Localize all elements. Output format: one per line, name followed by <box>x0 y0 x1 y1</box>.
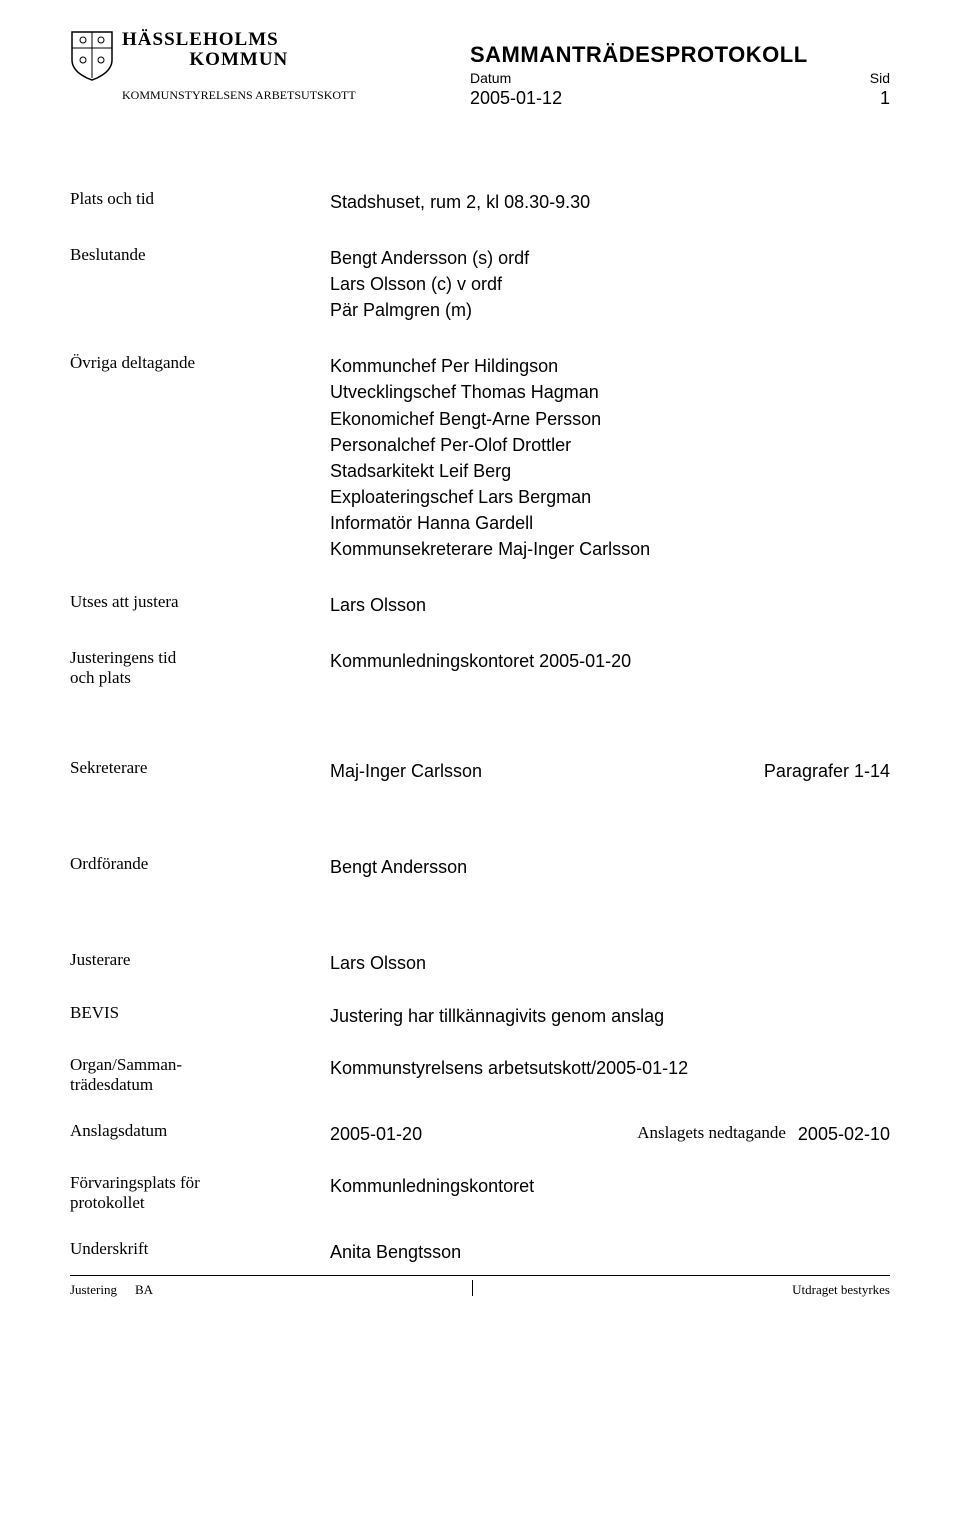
utses-label: Utses att justera <box>70 592 330 612</box>
org-title-block: HÄSSLEHOLMS KOMMUN KOMMUNSTYRELSENS ARBE… <box>122 30 356 103</box>
header-right: SAMMANTRÄDESPROTOKOLL Datum Sid 2005-01-… <box>470 30 890 109</box>
justeringstid-value: Kommunledningskontoret 2005-01-20 <box>330 648 631 674</box>
underskrift-value: Anita Bengtsson <box>330 1239 461 1265</box>
justeringstid-label: Justeringens tid och plats <box>70 648 330 688</box>
anslag-values: 2005-01-20 Anslagets nedtagande 2005-02-… <box>330 1121 890 1147</box>
ovriga-value: Kommunchef Per Hildingson Utvecklingsche… <box>330 353 650 562</box>
nedtagande-value: 2005-02-10 <box>798 1121 890 1147</box>
footer-justering-initials: BA <box>135 1282 153 1298</box>
datum-value: 2005-01-12 <box>470 88 562 109</box>
row-ovriga: Övriga deltagande Kommunchef Per Hilding… <box>70 353 890 562</box>
document-header: HÄSSLEHOLMS KOMMUN KOMMUNSTYRELSENS ARBE… <box>70 30 890 109</box>
footer-justering-label: Justering <box>70 1282 117 1298</box>
footer-utdraget: Utdraget bestyrkes <box>792 1282 890 1298</box>
footer-separator-icon <box>472 1280 473 1296</box>
plats-value: Stadshuset, rum 2, kl 08.30-9.30 <box>330 189 590 215</box>
header-left: HÄSSLEHOLMS KOMMUN KOMMUNSTYRELSENS ARBE… <box>70 30 356 103</box>
row-beslutande: Beslutande Bengt Andersson (s) ordf Lars… <box>70 245 890 323</box>
page: HÄSSLEHOLMS KOMMUN KOMMUNSTYRELSENS ARBE… <box>0 0 960 1531</box>
bevis-label: BEVIS <box>70 1003 330 1023</box>
document-title: SAMMANTRÄDESPROTOKOLL <box>470 42 890 68</box>
ordforande-label: Ordförande <box>70 854 330 874</box>
plats-label: Plats och tid <box>70 189 330 209</box>
footer-divider <box>70 1275 890 1276</box>
crest-icon <box>70 30 114 82</box>
sekreterare-label: Sekreterare <box>70 758 330 778</box>
anslagsdatum-label: Anslagsdatum <box>70 1121 330 1141</box>
date-sid-labels: Datum Sid <box>470 70 890 86</box>
body: Plats och tid Stadshuset, rum 2, kl 08.3… <box>70 189 890 1265</box>
row-ordforande: Ordförande Bengt Andersson <box>70 854 890 880</box>
row-bevis: BEVIS Justering har tillkännagivits geno… <box>70 1003 890 1029</box>
justerare-label: Justerare <box>70 950 330 970</box>
ovriga-label: Övriga deltagande <box>70 353 330 373</box>
nedtagande-label: Anslagets nedtagande <box>637 1121 786 1147</box>
row-utses: Utses att justera Lars Olsson <box>70 592 890 618</box>
beslutande-value: Bengt Andersson (s) ordf Lars Olsson (c)… <box>330 245 529 323</box>
row-forvaring: Förvaringsplats för protokollet Kommunle… <box>70 1173 890 1213</box>
bevis-value: Justering har tillkännagivits genom ansl… <box>330 1003 664 1029</box>
row-anslagsdatum: Anslagsdatum 2005-01-20 Anslagets nedtag… <box>70 1121 890 1147</box>
row-organ: Organ/Samman- trädesdatum Kommunstyrelse… <box>70 1055 890 1095</box>
committee-name: KOMMUNSTYRELSENS ARBETSUTSKOTT <box>122 88 356 103</box>
utses-value: Lars Olsson <box>330 592 426 618</box>
org-line1: HÄSSLEHOLMS <box>122 30 356 50</box>
beslutande-label: Beslutande <box>70 245 330 265</box>
row-underskrift: Underskrift Anita Bengtsson <box>70 1239 890 1265</box>
row-justerare: Justerare Lars Olsson <box>70 950 890 976</box>
sid-value: 1 <box>880 88 890 109</box>
forvaring-label: Förvaringsplats för protokollet <box>70 1173 330 1213</box>
forvaring-value: Kommunledningskontoret <box>330 1173 534 1199</box>
organ-value: Kommunstyrelsens arbetsutskott/2005-01-1… <box>330 1055 688 1081</box>
ordforande-value: Bengt Andersson <box>330 854 467 880</box>
underskrift-label: Underskrift <box>70 1239 330 1259</box>
sekreterare-value: Maj-Inger Carlsson <box>330 758 482 784</box>
row-plats: Plats och tid Stadshuset, rum 2, kl 08.3… <box>70 189 890 215</box>
row-justeringstid: Justeringens tid och plats Kommunledning… <box>70 648 890 688</box>
row-sekreterare: Sekreterare Maj-Inger Carlsson Paragrafe… <box>70 758 890 784</box>
footer: Justering BA Utdraget bestyrkes <box>70 1278 890 1298</box>
footer-left: Justering BA <box>70 1282 153 1298</box>
sekreterare-value-row: Maj-Inger Carlsson Paragrafer 1-14 <box>330 758 890 784</box>
sid-label: Sid <box>870 70 890 86</box>
organ-label: Organ/Samman- trädesdatum <box>70 1055 330 1095</box>
date-sid-values: 2005-01-12 1 <box>470 88 890 109</box>
org-line2: KOMMUN <box>122 50 356 70</box>
paragrafer-label: Paragrafer 1-14 <box>764 758 890 784</box>
nedtagande-pair: Anslagets nedtagande 2005-02-10 <box>637 1121 890 1147</box>
anslagsdatum-value: 2005-01-20 <box>330 1121 422 1147</box>
datum-label: Datum <box>470 70 511 86</box>
justerare-value: Lars Olsson <box>330 950 426 976</box>
